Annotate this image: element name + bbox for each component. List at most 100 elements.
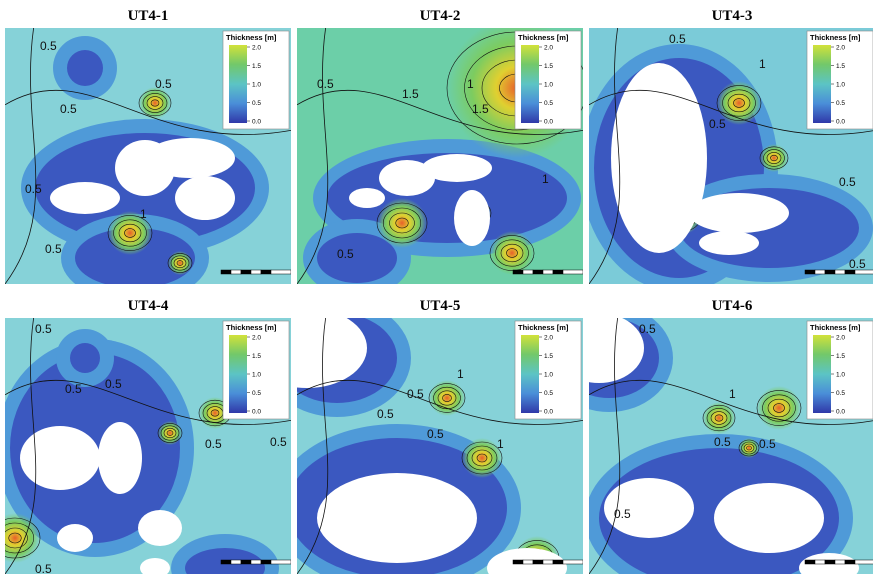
scale-segment [563,560,583,564]
legend-tick-label: 0.5 [252,390,261,397]
legend-tick-label: 0.0 [544,119,553,126]
no-data-area [50,182,120,214]
high-zone [158,421,182,445]
high-zone [760,144,788,172]
scale-bar [221,270,291,274]
contour-label: 0.5 [614,507,631,521]
legend-tick-label: 0.5 [252,100,261,107]
color-bar [229,45,247,123]
scale-segment [553,560,563,564]
legend-tick-label: 0.0 [252,119,261,126]
high-zone [429,380,465,416]
legend-tick-label: 2.0 [252,335,261,342]
legend-title: Thickness [m] [518,323,569,332]
panel-title: UT4-3 [712,8,753,24]
scale-segment [855,560,873,564]
scale-segment [271,270,291,274]
high-zone [739,438,759,458]
scale-segment [553,270,563,274]
contour-label: 0.5 [337,247,354,261]
scale-segment [221,560,231,564]
legend-tick-label: 1.0 [252,372,261,379]
legend: Thickness [m]2.01.51.00.50.0 [807,31,873,129]
contour-label: 0.5 [839,175,856,189]
scale-segment [835,270,845,274]
contour-label: 0.5 [714,435,731,449]
scale-segment [271,560,291,564]
contour-label: 0.5 [45,242,62,256]
panel-title: UT4-1 [128,8,169,24]
panel-title: UT4-2 [420,8,461,24]
high-zone [490,231,534,275]
map-panel: 0.50.50.50.50.51Thickness [m]2.01.51.00.… [5,28,291,302]
scale-segment [533,270,543,274]
scale-segment [835,560,845,564]
no-data-area [98,422,142,494]
no-data-area [145,138,235,178]
scale-segment [805,560,815,564]
legend-tick-label: 1.0 [836,372,845,379]
panel-title: UT4-4 [128,298,169,314]
color-bar [813,335,831,413]
legend-tick-label: 2.0 [252,45,261,52]
contour-label: 1 [140,207,147,221]
legend: Thickness [m]2.01.51.00.50.0 [223,321,289,419]
scale-segment [261,270,271,274]
contour-label: 1 [542,172,549,186]
scale-segment [241,560,251,564]
no-data-area [57,524,93,552]
contour-label: 0.5 [759,437,776,451]
contour-label: 1 [457,367,464,381]
high-zone [703,402,735,434]
scale-segment [815,270,825,274]
legend-tick-label: 0.5 [836,100,845,107]
legend-tick-label: 2.0 [544,335,553,342]
scale-segment [221,270,231,274]
panel-title: UT4-6 [712,298,753,314]
contour-label: 0.5 [407,387,424,401]
legend-tick-label: 1.0 [836,82,845,89]
legend-tick-label: 1.5 [836,63,845,70]
scale-segment [231,560,241,564]
legend-tick-label: 1.5 [836,353,845,360]
scale-segment [523,270,533,274]
legend-tick-label: 1.5 [252,63,261,70]
legend-tick-label: 0.5 [544,100,553,107]
contour-label: 0.5 [35,562,52,574]
scale-bar [513,560,583,564]
scale-bar [513,270,583,274]
no-data-area [714,483,824,553]
legend: Thickness [m]2.01.51.00.50.0 [807,321,873,419]
contour-label: 0.5 [849,257,866,271]
legend-title: Thickness [m] [226,323,277,332]
legend-tick-label: 1.0 [252,82,261,89]
scale-segment [543,560,553,564]
low-zone [70,343,100,373]
contour-label: 0.5 [65,382,82,396]
scale-segment [261,560,271,564]
contour-label: 0.5 [155,77,172,91]
scale-segment [845,560,855,564]
scale-segment [825,270,835,274]
color-bar [521,45,539,123]
contour-label: 0.5 [25,182,42,196]
scale-segment [251,560,261,564]
legend-tick-label: 0.0 [836,119,845,126]
contour-label: 0.5 [639,322,656,336]
contour-label: 1.5 [472,102,489,116]
legend-tick-label: 0.0 [252,409,261,416]
high-zone [168,251,192,275]
legend: Thickness [m]2.01.51.00.50.0 [515,321,581,419]
legend-tick-label: 1.5 [544,63,553,70]
scale-segment [241,270,251,274]
contour-label: 0.5 [40,39,57,53]
contour-label: 0.5 [669,32,686,46]
no-data-area [422,154,492,182]
no-data-area [699,231,759,255]
no-data-area [349,188,385,208]
contour-label: 1 [729,387,736,401]
map-panel: 0.510.510.5Thickness [m]2.01.51.00.50.0 [247,299,583,574]
scale-segment [513,560,523,564]
scale-segment [805,270,815,274]
